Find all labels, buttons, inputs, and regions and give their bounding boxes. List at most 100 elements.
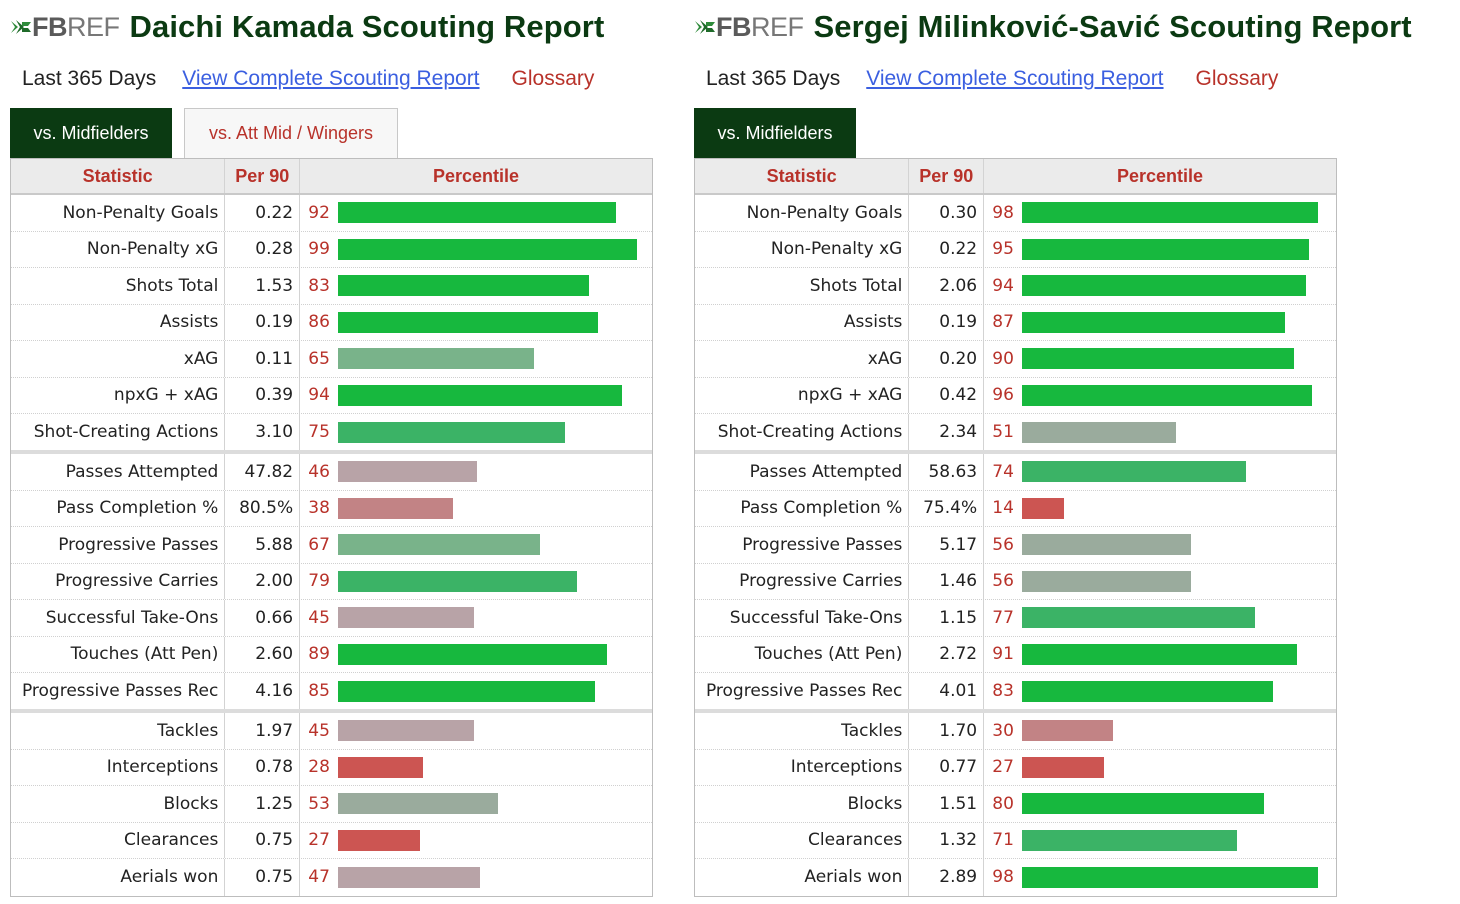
percentile-bar-track <box>1022 720 1327 742</box>
tab-inactive-1[interactable]: vs. Att Mid / Wingers <box>184 108 398 158</box>
percentile-bar-track <box>338 829 643 851</box>
table-row: Successful Take-Ons 0.66 45 <box>11 600 652 637</box>
glossary-link[interactable]: Glossary <box>1195 67 1279 90</box>
percentile-value: 98 <box>992 867 1014 888</box>
percentile-bar-track <box>1022 238 1327 260</box>
percentile-bar-track <box>1022 421 1327 443</box>
percentile-cell: 45 <box>300 713 652 749</box>
percentile-value: 95 <box>992 239 1014 260</box>
percentile-bar <box>1022 680 1273 702</box>
percentile-bar-track <box>1022 534 1327 556</box>
scouting-panel-milinkovic-savic: FB REF Sergej Milinković-Savić Scouting Re… <box>694 0 1412 897</box>
table-row: Tackles 1.97 45 <box>11 713 652 750</box>
percentile-cell: 83 <box>984 673 1336 709</box>
stat-name: Successful Take-Ons <box>695 600 910 636</box>
table-row: Passes Attempted 58.63 74 <box>695 454 1336 491</box>
percentile-value: 83 <box>992 681 1014 701</box>
per90-value: 1.46 <box>909 563 985 599</box>
stat-name: Progressive Passes Rec <box>695 673 910 709</box>
view-complete-report-link[interactable]: View Complete Scouting Report <box>182 67 480 90</box>
header-statistic[interactable]: Statistic <box>11 159 226 193</box>
percentile-cell: 90 <box>984 341 1336 377</box>
stat-name: Non-Penalty xG <box>11 231 226 267</box>
stat-name: Shot-Creating Actions <box>11 414 226 450</box>
fbref-logo[interactable]: FB REF <box>694 12 804 43</box>
percentile-value: 14 <box>992 498 1014 519</box>
percentile-bar <box>338 461 478 483</box>
percentile-bar <box>1022 461 1246 483</box>
title-row: FB REF Sergej Milinković-Savić Scouting Re… <box>694 0 1412 54</box>
fbref-logo[interactable]: FB REF <box>10 12 120 43</box>
percentile-bar-track <box>1022 275 1327 297</box>
percentile-bar-track <box>1022 643 1327 665</box>
percentile-bar <box>338 534 541 556</box>
percentile-cell: 47 <box>300 859 652 896</box>
view-complete-report-link[interactable]: View Complete Scouting Report <box>866 67 1164 90</box>
percentile-bar <box>1022 311 1285 333</box>
percentile-value: 90 <box>992 348 1014 369</box>
per90-value: 4.01 <box>909 673 985 709</box>
table-row: Touches (Att Pen) 2.72 91 <box>695 636 1336 673</box>
header-percentile[interactable]: Percentile <box>433 165 520 186</box>
table-row: Aerials won 2.89 98 <box>695 859 1336 896</box>
stat-name: xAG <box>11 341 226 377</box>
percentile-bar-track <box>338 384 643 406</box>
table-row: Clearances 0.75 27 <box>11 822 652 859</box>
tab-active-0[interactable]: vs. Midfielders <box>694 108 856 158</box>
percentile-cell: 65 <box>300 341 652 377</box>
table-row: Shots Total 2.06 94 <box>695 268 1336 305</box>
comparison-tabs: vs. Midfielders vs. Att Mid / Wingers <box>10 104 653 158</box>
table-row: Progressive Passes Rec 4.16 85 <box>11 673 652 713</box>
glossary-link[interactable]: Glossary <box>511 67 595 90</box>
percentile-value: 74 <box>992 461 1014 482</box>
table-row: Shot-Creating Actions 3.10 75 <box>11 414 652 454</box>
percentile-value: 83 <box>308 275 330 296</box>
table-row: Interceptions 0.77 27 <box>695 749 1336 786</box>
per90-value: 0.78 <box>225 749 301 785</box>
period-label: Last 365 Days <box>22 67 157 90</box>
scouting-table: Statistic Per 90 Percentile Non-Penalty Goa… <box>694 158 1337 897</box>
percentile-cell: 80 <box>984 786 1336 822</box>
tab-active-0[interactable]: vs. Midfielders <box>10 108 172 158</box>
percentile-bar-track <box>1022 348 1327 370</box>
per90-value: 80.5% <box>225 490 301 526</box>
percentile-value: 38 <box>308 498 330 519</box>
header-statistic[interactable]: Statistic <box>695 159 910 193</box>
percentile-cell: 53 <box>300 786 652 822</box>
report-subnav: Last 365 Days View Complete Scouting Repo… <box>694 54 1412 104</box>
stat-name: Assists <box>11 304 226 340</box>
percentile-cell: 96 <box>984 378 1336 414</box>
percentile-cell: 99 <box>300 232 652 268</box>
percentile-value: 99 <box>308 239 330 260</box>
stat-name: Interceptions <box>695 749 910 785</box>
per90-value: 0.28 <box>225 231 301 267</box>
per90-value: 0.39 <box>225 377 301 413</box>
percentile-bar <box>1022 421 1177 443</box>
header-percentile[interactable]: Percentile <box>1117 165 1204 186</box>
percentile-bar-track <box>338 680 643 702</box>
percentile-bar <box>338 720 475 742</box>
percentile-value: 91 <box>992 644 1014 665</box>
stat-name: Progressive Carries <box>695 563 910 599</box>
per90-value: 0.75 <box>225 859 301 896</box>
table-row: xAG 0.20 90 <box>695 341 1336 378</box>
stat-name: Blocks <box>11 786 226 822</box>
percentile-cell: 89 <box>300 637 652 673</box>
stat-name: Non-Penalty Goals <box>11 195 226 231</box>
percentile-cell: 27 <box>984 750 1336 786</box>
percentile-bar <box>1022 607 1255 629</box>
table-row: Pass Completion % 80.5% 38 <box>11 490 652 527</box>
stat-name: Non-Penalty Goals <box>695 195 910 231</box>
percentile-bar-track <box>1022 461 1327 483</box>
stat-name: Progressive Passes Rec <box>11 673 226 709</box>
header-per90[interactable]: Per 90 <box>225 159 301 193</box>
logo-fb-text: FB <box>32 11 68 42</box>
stat-name: Shots Total <box>11 268 226 304</box>
table-row: Clearances 1.32 71 <box>695 822 1336 859</box>
percentile-bar <box>338 497 453 519</box>
fbref-logo-icon <box>695 20 715 34</box>
header-per90[interactable]: Per 90 <box>909 159 985 193</box>
table-row: Non-Penalty xG 0.28 99 <box>11 231 652 268</box>
percentile-bar <box>1022 384 1313 406</box>
percentile-cell: 86 <box>300 305 652 341</box>
